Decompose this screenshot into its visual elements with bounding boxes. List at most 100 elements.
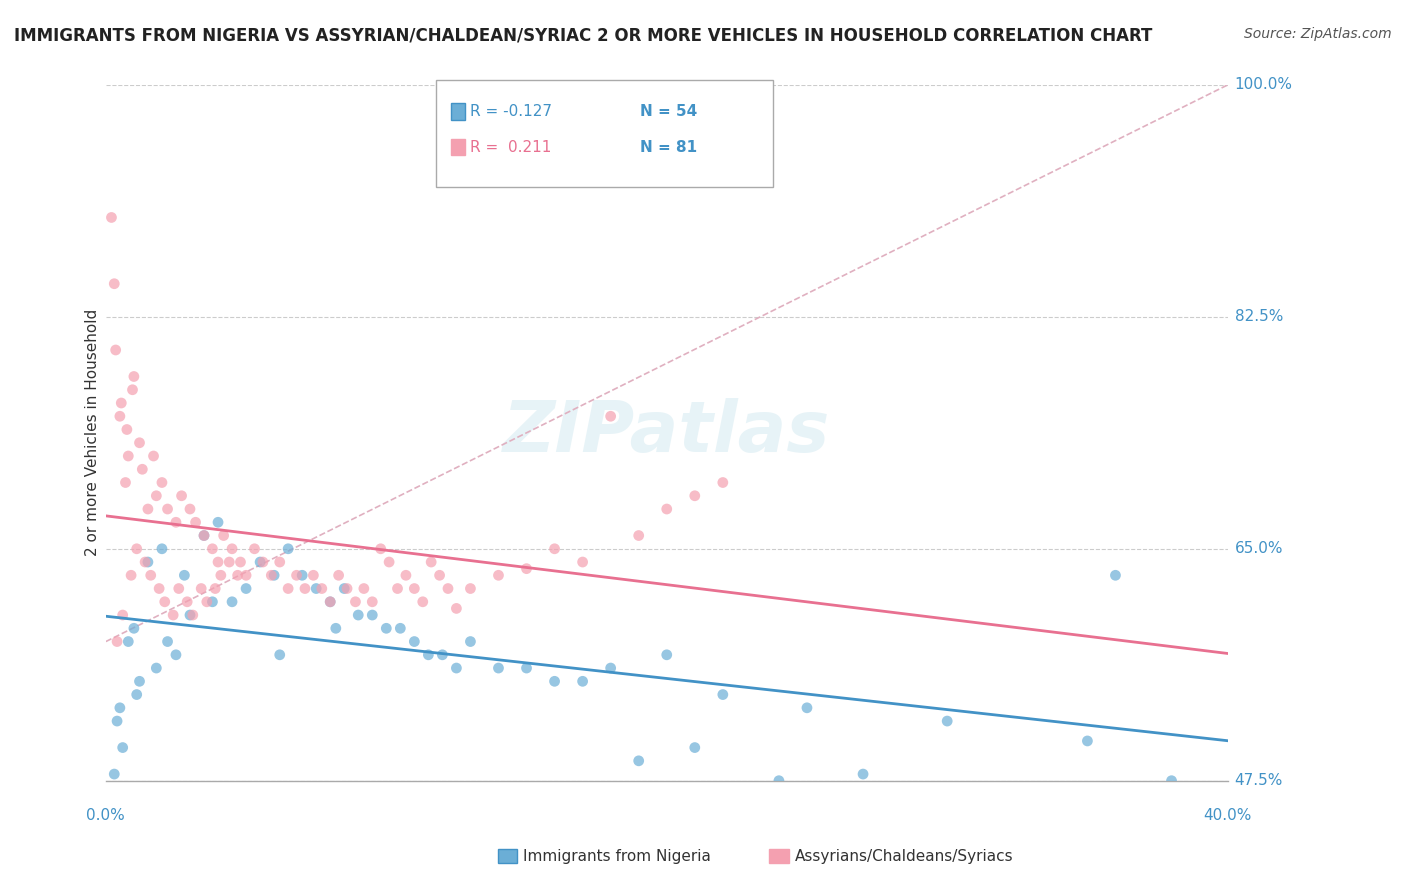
Point xyxy=(190,582,212,596)
Point xyxy=(105,714,128,728)
Point xyxy=(277,541,299,556)
Point xyxy=(269,648,291,662)
Text: Assyrians/Chaldeans/Syriacs: Assyrians/Chaldeans/Syriacs xyxy=(794,849,1012,863)
Point xyxy=(515,562,537,576)
Point xyxy=(446,661,468,675)
Point xyxy=(243,541,266,556)
Point xyxy=(347,608,370,623)
Point xyxy=(201,541,224,556)
Point xyxy=(353,582,375,596)
Point xyxy=(429,568,451,582)
Point xyxy=(193,528,215,542)
Point xyxy=(235,582,257,596)
Point xyxy=(179,502,201,516)
Point xyxy=(212,528,235,542)
Text: Source: ZipAtlas.com: Source: ZipAtlas.com xyxy=(1244,27,1392,41)
Point xyxy=(418,648,440,662)
Point xyxy=(412,595,434,609)
Point xyxy=(105,634,128,648)
Point xyxy=(226,568,249,582)
Point xyxy=(543,541,565,556)
Point xyxy=(936,714,959,728)
Point xyxy=(683,489,706,503)
Point xyxy=(294,582,316,596)
Point xyxy=(599,409,621,424)
Point xyxy=(165,516,187,530)
Point xyxy=(122,369,145,384)
Point xyxy=(336,582,359,596)
Point xyxy=(104,343,127,357)
Point xyxy=(599,661,621,675)
Point xyxy=(128,435,150,450)
Text: IMMIGRANTS FROM NIGERIA VS ASSYRIAN/CHALDEAN/SYRIAC 2 OR MORE VEHICLES IN HOUSEH: IMMIGRANTS FROM NIGERIA VS ASSYRIAN/CHAL… xyxy=(14,27,1153,45)
Point xyxy=(128,674,150,689)
Point xyxy=(627,754,650,768)
Text: 82.5%: 82.5% xyxy=(1234,310,1282,325)
Point xyxy=(221,541,243,556)
Point xyxy=(181,608,204,623)
Point xyxy=(136,555,159,569)
Point xyxy=(117,449,139,463)
Point xyxy=(305,582,328,596)
Point xyxy=(108,701,131,715)
Point xyxy=(120,568,142,582)
Point xyxy=(209,568,232,582)
Point xyxy=(328,568,350,582)
Point xyxy=(235,568,257,582)
Point xyxy=(333,582,356,596)
Point xyxy=(488,568,510,582)
Point xyxy=(263,568,285,582)
Point xyxy=(361,595,384,609)
Point xyxy=(460,582,482,596)
Point xyxy=(221,595,243,609)
Point xyxy=(103,277,125,291)
Point xyxy=(249,555,271,569)
Point xyxy=(571,555,593,569)
Point xyxy=(150,475,173,490)
Point xyxy=(184,516,207,530)
Point xyxy=(131,462,153,476)
Point xyxy=(432,648,454,662)
Point xyxy=(115,423,138,437)
Point xyxy=(142,449,165,463)
Point xyxy=(460,634,482,648)
Point xyxy=(683,740,706,755)
Point xyxy=(387,582,409,596)
Point xyxy=(627,528,650,542)
Point xyxy=(437,582,460,596)
Text: 65.0%: 65.0% xyxy=(1234,541,1284,557)
Point xyxy=(100,211,122,225)
Point xyxy=(711,475,734,490)
Point xyxy=(1160,773,1182,788)
Point xyxy=(655,648,678,662)
Point xyxy=(404,582,426,596)
Text: 47.5%: 47.5% xyxy=(1234,773,1282,789)
Text: R =  0.211: R = 0.211 xyxy=(470,140,551,154)
Point xyxy=(201,595,224,609)
Point xyxy=(125,541,148,556)
Point xyxy=(136,502,159,516)
Point xyxy=(325,621,347,635)
Text: Immigrants from Nigeria: Immigrants from Nigeria xyxy=(523,849,711,863)
Point xyxy=(218,555,240,569)
Point xyxy=(655,502,678,516)
Point xyxy=(207,555,229,569)
Point xyxy=(173,568,195,582)
Point xyxy=(395,568,418,582)
Point xyxy=(139,568,162,582)
Point xyxy=(711,688,734,702)
Point xyxy=(420,555,443,569)
Point xyxy=(796,701,818,715)
Text: 40.0%: 40.0% xyxy=(1204,808,1251,823)
Text: N = 81: N = 81 xyxy=(640,140,697,154)
Point xyxy=(207,516,229,530)
Point xyxy=(103,767,125,781)
Point xyxy=(375,621,398,635)
Y-axis label: 2 or more Vehicles in Household: 2 or more Vehicles in Household xyxy=(86,310,100,557)
Point xyxy=(195,595,218,609)
Point xyxy=(269,555,291,569)
Point xyxy=(404,634,426,648)
Point xyxy=(167,582,190,596)
Text: 100.0%: 100.0% xyxy=(1234,78,1292,93)
Point xyxy=(446,601,468,615)
